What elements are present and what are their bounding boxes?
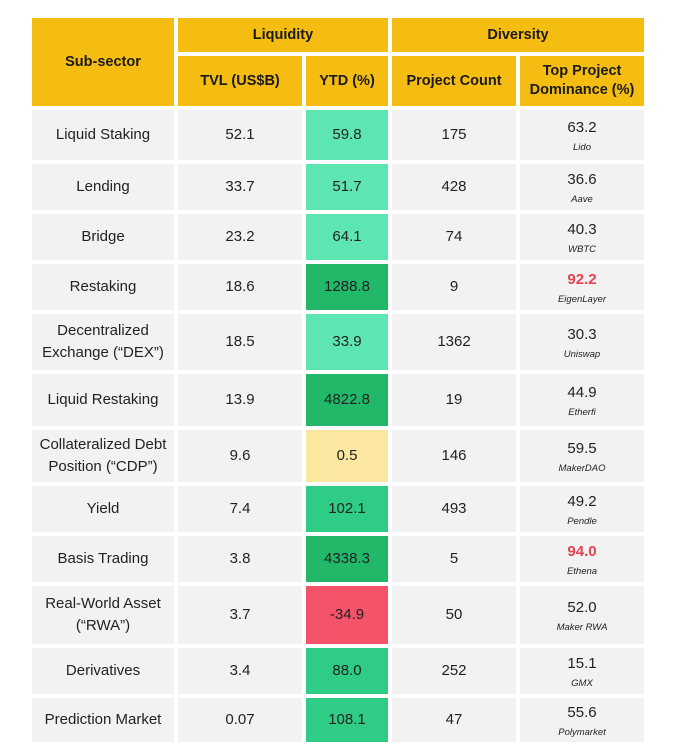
row-tvl: 3.7 [178, 586, 302, 644]
row-ytd: 4338.3 [306, 536, 388, 582]
row-ytd: 108.1 [306, 698, 388, 742]
top-project-name: Etherfi [568, 406, 596, 418]
row-sector: Basis Trading [32, 536, 174, 582]
row-ytd: 59.8 [306, 110, 388, 160]
row-project-count: 252 [392, 648, 516, 694]
row-sector: Restaking [32, 264, 174, 310]
top-project-name: Pendle [567, 515, 597, 527]
row-ytd: 88.0 [306, 648, 388, 694]
row-project-count: 19 [392, 374, 516, 426]
row-top-dominance: 49.2 Pendle [520, 486, 644, 532]
ytd-header: YTD (%) [306, 56, 388, 106]
top-project-name: WBTC [568, 243, 596, 255]
row-sector: Yield [32, 486, 174, 532]
row-tvl: 13.9 [178, 374, 302, 426]
row-project-count: 493 [392, 486, 516, 532]
row-project-count: 47 [392, 698, 516, 742]
row-tvl: 3.8 [178, 536, 302, 582]
row-ytd: 51.7 [306, 164, 388, 210]
dominance-value: 40.3 [567, 220, 597, 238]
row-project-count: 1362 [392, 314, 516, 370]
row-project-count: 50 [392, 586, 516, 644]
dominance-value: 92.2 [567, 270, 597, 288]
top-project-name: MakerDAO [558, 462, 606, 474]
row-tvl: 0.07 [178, 698, 302, 742]
row-top-dominance: 59.5 MakerDAO [520, 430, 644, 482]
row-tvl: 18.6 [178, 264, 302, 310]
top-project-name: Maker RWA [556, 621, 608, 633]
dominance-value: 55.6 [567, 703, 597, 721]
row-sector: Derivatives [32, 648, 174, 694]
row-ytd: 1288.8 [306, 264, 388, 310]
row-top-dominance: 40.3 WBTC [520, 214, 644, 260]
row-project-count: 175 [392, 110, 516, 160]
row-sector: Decentralized Exchange (“DEX”) [32, 314, 174, 370]
row-sector: Liquid Staking [32, 110, 174, 160]
diversity-group-header: Diversity [392, 18, 644, 52]
row-top-dominance: 55.6 Polymarket [520, 698, 644, 742]
subsector-table: Sub-sector Liquidity Diversity TVL (US$B… [32, 18, 644, 742]
row-sector: Bridge [32, 214, 174, 260]
dominance-value: 44.9 [567, 383, 597, 401]
top-dominance-header: Top Project Dominance (%) [520, 56, 644, 106]
top-project-name: Lido [573, 141, 591, 153]
row-top-dominance: 63.2 Lido [520, 110, 644, 160]
dominance-value: 30.3 [567, 325, 597, 343]
row-tvl: 52.1 [178, 110, 302, 160]
row-project-count: 5 [392, 536, 516, 582]
top-project-name: Ethena [566, 565, 598, 577]
liquidity-group-header: Liquidity [178, 18, 388, 52]
row-tvl: 7.4 [178, 486, 302, 532]
row-sector: Lending [32, 164, 174, 210]
dominance-value: 49.2 [567, 492, 597, 510]
top-project-name: GMX [571, 677, 593, 689]
row-ytd: -34.9 [306, 586, 388, 644]
row-tvl: 9.6 [178, 430, 302, 482]
row-ytd: 0.5 [306, 430, 388, 482]
row-top-dominance: 52.0 Maker RWA [520, 586, 644, 644]
row-ytd: 64.1 [306, 214, 388, 260]
top-project-name: EigenLayer [557, 293, 607, 305]
sub-sector-header: Sub-sector [32, 18, 174, 106]
row-top-dominance: 94.0 Ethena [520, 536, 644, 582]
dominance-value: 63.2 [567, 118, 597, 136]
row-tvl: 23.2 [178, 214, 302, 260]
top-project-name: Polymarket [558, 726, 606, 738]
row-tvl: 3.4 [178, 648, 302, 694]
row-sector: Liquid Restaking [32, 374, 174, 426]
row-top-dominance: 92.2 EigenLayer [520, 264, 644, 310]
project-count-header: Project Count [392, 56, 516, 106]
row-top-dominance: 36.6 Aave [520, 164, 644, 210]
dominance-value: 36.6 [567, 170, 597, 188]
row-sector: Collateralized Debt Position (“CDP”) [32, 430, 174, 482]
dominance-value: 15.1 [567, 654, 597, 672]
top-project-name: Aave [571, 193, 593, 205]
dominance-value: 94.0 [567, 542, 597, 560]
row-project-count: 146 [392, 430, 516, 482]
row-ytd: 4822.8 [306, 374, 388, 426]
row-project-count: 9 [392, 264, 516, 310]
row-project-count: 428 [392, 164, 516, 210]
dominance-value: 52.0 [567, 598, 597, 616]
top-project-name: Uniswap [563, 348, 601, 360]
row-ytd: 102.1 [306, 486, 388, 532]
row-top-dominance: 30.3 Uniswap [520, 314, 644, 370]
row-tvl: 33.7 [178, 164, 302, 210]
row-top-dominance: 44.9 Etherfi [520, 374, 644, 426]
row-project-count: 74 [392, 214, 516, 260]
row-tvl: 18.5 [178, 314, 302, 370]
row-ytd: 33.9 [306, 314, 388, 370]
row-sector: Prediction Market [32, 698, 174, 742]
row-top-dominance: 15.1 GMX [520, 648, 644, 694]
dominance-value: 59.5 [567, 439, 597, 457]
row-sector: Real-World Asset (“RWA”) [32, 586, 174, 644]
tvl-header: TVL (US$B) [178, 56, 302, 106]
